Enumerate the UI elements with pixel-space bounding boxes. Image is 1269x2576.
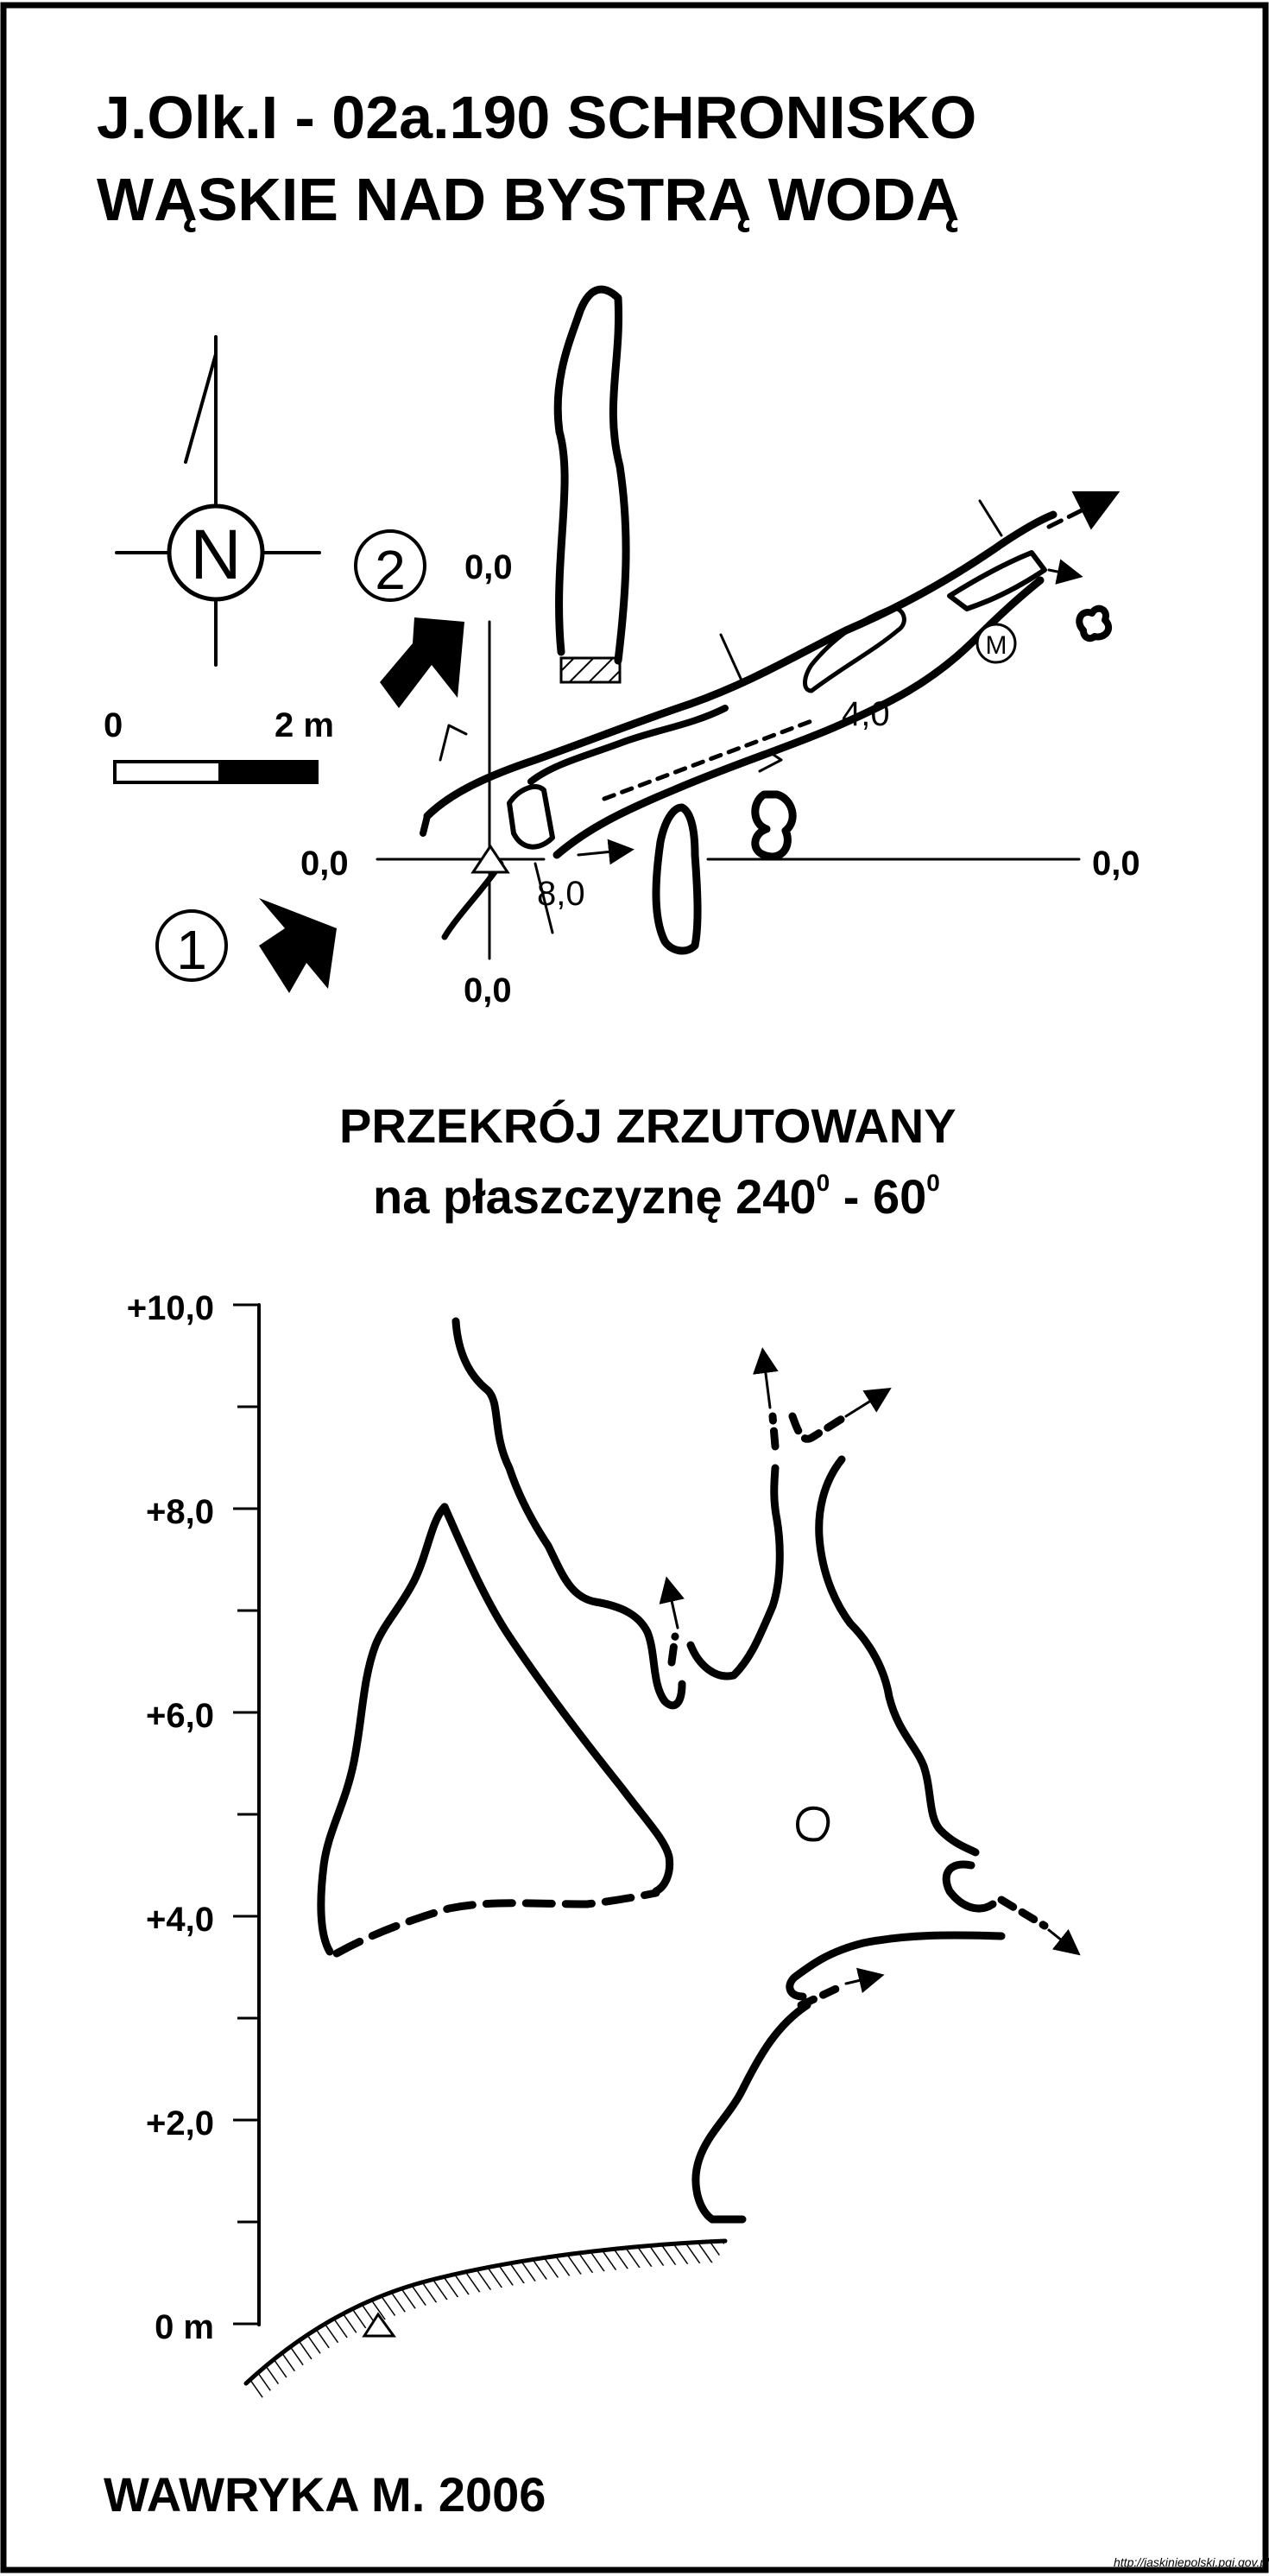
y-tick-label-8: +8,0: [146, 1493, 214, 1531]
entrance-1-marker: 1: [155, 898, 337, 993]
y-tick-label-6: +6,0: [146, 1697, 214, 1735]
svg-text:2: 2: [375, 539, 406, 601]
m-marker: M: [975, 623, 1017, 664]
plan-rock-small: [1076, 604, 1113, 642]
title-line-1: J.Olk.I - 02a.190 SCHRONISKO: [97, 84, 976, 151]
section-outline: [317, 1317, 1081, 2224]
scale-start-label: 0: [104, 706, 123, 744]
scale-end-label: 2 m: [275, 706, 334, 744]
title-line-2: WĄSKIE NAD BYSTRĄ WODĄ: [97, 166, 959, 233]
axis-left-label: 0,0: [300, 845, 349, 883]
y-tick-label-10: +10,0: [127, 1289, 214, 1327]
section-y-axis: [233, 1303, 261, 2326]
svg-text:1: 1: [176, 919, 207, 981]
section-entrance-triangle: [362, 2312, 396, 2338]
axis-top-label: 0,0: [464, 548, 513, 586]
north-arrow: N: [115, 335, 321, 667]
plan-axes: 0,0 0,0 0,0 0,0: [300, 548, 1140, 1010]
scale-bar: 0 2 m: [104, 706, 334, 784]
author-credit: WAWRYKA M. 2006: [104, 2467, 546, 2522]
axis-right-label: 0,0: [1092, 845, 1140, 883]
source-url: http://jaskiniepolski.pgi.gov.pl: [1114, 2555, 1269, 2569]
north-label: N: [190, 516, 241, 594]
entrance-2-marker: 2: [354, 529, 464, 708]
section-title-line-1: PRZEKRÓJ ZRZUTOWANY: [339, 1098, 956, 1153]
y-tick-label-0: 0 m: [155, 2308, 214, 2346]
plan-entrance-triangle: [470, 844, 510, 874]
plan-corridor: [420, 491, 1121, 940]
svg-text:M: M: [986, 631, 1007, 660]
y-tick-label-4: +4,0: [146, 1901, 214, 1939]
depth-label-b: 8,0: [537, 875, 585, 913]
plan-rock-8: [751, 790, 797, 861]
plan-pillar: [652, 803, 702, 955]
section-slope: [243, 2238, 728, 2401]
plan-chimney-outline: [553, 285, 630, 665]
axis-bottom-label: 0,0: [464, 972, 512, 1010]
y-tick-label-2: +2,0: [146, 2104, 214, 2142]
section-title-line-2: na płaszczyznę 2400 - 600: [373, 1169, 940, 1224]
depth-label-a: 4,0: [842, 695, 890, 733]
